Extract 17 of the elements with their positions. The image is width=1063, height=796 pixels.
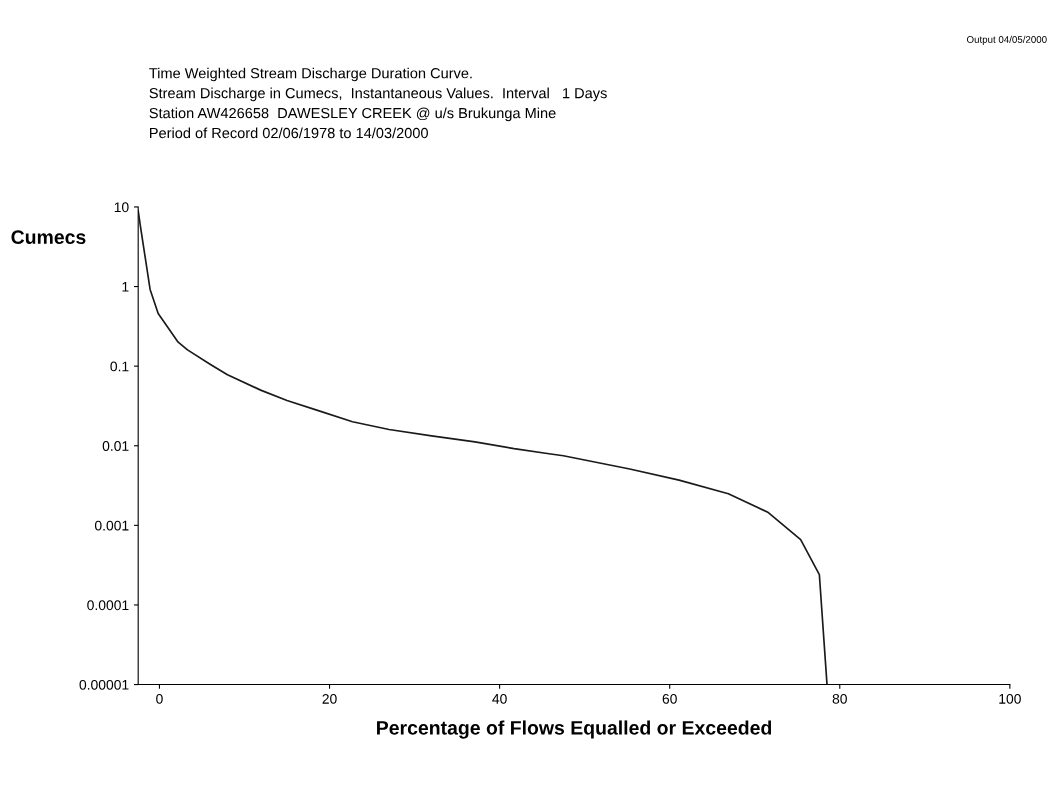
- x-tick-label: 20: [322, 693, 337, 704]
- x-tick-label: 80: [832, 693, 847, 704]
- x-tick-label: 60: [662, 693, 677, 704]
- y-tick-label: 0.001: [94, 520, 129, 531]
- y-tick-label: 0.01: [102, 441, 129, 451]
- chart-subtitle: Time Weighted Stream Discharge Duration Curve. Stream Discharge in Cumecs, Instantaneous Values. Interval 1 Days Station AW426658 DAWESLEY CREEK @ u/s Brukunga Mine Period of Record 02/06/1978 to 14/03/2000: [149, 67, 607, 139]
- y-axis-title: Cumecs: [11, 230, 86, 245]
- x-tick-label: 40: [492, 693, 507, 704]
- y-tick-label: 0.1: [110, 361, 129, 372]
- text: Output 04/05/2000: [966, 35, 1047, 45]
- y-tick-label: 1: [122, 282, 129, 292]
- y-tick-label: 0.00001: [79, 679, 129, 690]
- y-tick-label: 10: [114, 202, 129, 213]
- x-axis-title: Percentage of Flows Equalled or Exceeded: [377, 720, 772, 739]
- y-tick-label: 0.0001: [87, 600, 129, 611]
- x-tick-label: 0: [156, 693, 163, 704]
- x-tick-label: 100: [999, 693, 1021, 704]
